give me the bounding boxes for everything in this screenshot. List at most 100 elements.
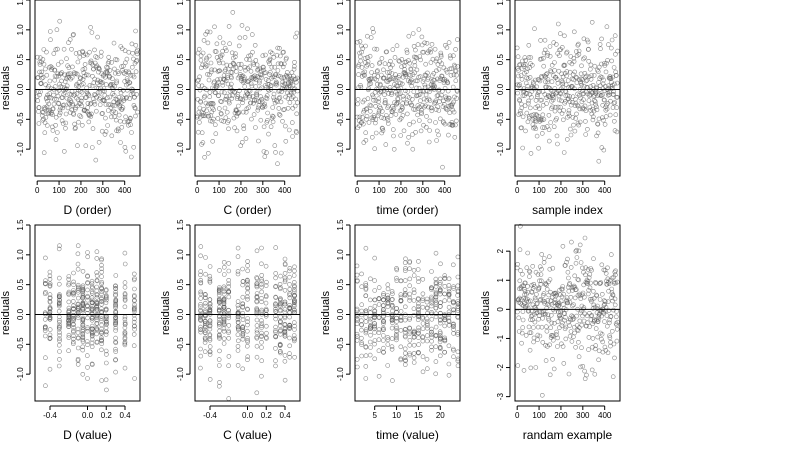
data-point (198, 99, 203, 105)
data-point (284, 70, 290, 75)
data-point (525, 66, 530, 72)
data-point (260, 67, 266, 73)
data-point (233, 51, 238, 57)
data-point (282, 307, 288, 312)
data-point (451, 284, 456, 290)
y-tick-label: -0.5 (176, 337, 185, 351)
data-point (422, 82, 428, 88)
data-point (98, 86, 103, 91)
data-point (235, 324, 241, 330)
data-point (89, 361, 95, 367)
data-point (122, 335, 128, 340)
data-point (388, 58, 393, 64)
data-point (455, 283, 461, 289)
data-point (554, 133, 560, 139)
data-point (517, 278, 523, 284)
data-point (546, 113, 552, 118)
data-point (380, 338, 386, 343)
data-point (75, 326, 81, 332)
data-point (446, 276, 452, 282)
data-point (368, 35, 374, 40)
y-tick-label: 0.5 (16, 54, 25, 66)
data-point (602, 122, 608, 127)
data-point (436, 108, 442, 113)
data-point (571, 316, 577, 321)
data-point (613, 112, 619, 117)
data-point (200, 50, 206, 56)
data-point (259, 97, 264, 102)
data-point (208, 69, 214, 75)
data-point (388, 76, 394, 81)
data-point (103, 377, 109, 383)
data-point (566, 371, 572, 377)
data-point (403, 357, 408, 363)
data-point (226, 289, 232, 295)
data-point (259, 333, 264, 339)
data-point (531, 339, 536, 345)
data-point (124, 82, 129, 88)
data-point (585, 281, 590, 286)
data-point (437, 353, 443, 359)
data-point (407, 60, 413, 66)
data-point (122, 291, 128, 296)
data-point (227, 100, 232, 106)
data-point (429, 344, 434, 350)
data-point (122, 296, 128, 302)
data-point (281, 61, 287, 67)
data-point (567, 299, 573, 305)
data-point (437, 345, 443, 351)
data-point (80, 339, 86, 344)
data-point (245, 357, 250, 363)
data-point (217, 286, 222, 292)
data-point (92, 76, 97, 82)
data-point (526, 268, 532, 274)
data-point (407, 283, 413, 289)
data-point (198, 291, 204, 297)
data-point (229, 50, 235, 56)
data-point (566, 275, 571, 281)
data-point (406, 58, 411, 63)
data-point (85, 310, 90, 316)
data-point (103, 102, 109, 107)
data-point (403, 88, 408, 94)
x-tick-label: 300 (96, 186, 110, 195)
data-point (287, 335, 292, 341)
data-point (49, 67, 54, 72)
data-point (413, 130, 418, 135)
data-point (522, 292, 527, 297)
data-point (359, 284, 365, 290)
data-point (117, 102, 122, 108)
data-point (291, 333, 297, 338)
data-point (196, 109, 202, 115)
data-point (549, 79, 555, 84)
data-point (604, 313, 610, 318)
data-point (207, 336, 213, 342)
data-point (107, 68, 113, 73)
data-point (38, 81, 44, 86)
data-point (355, 101, 360, 107)
data-point (291, 273, 297, 278)
data-point (221, 336, 227, 342)
data-point (589, 111, 595, 117)
data-point (235, 245, 241, 251)
data-point (287, 265, 293, 271)
data-point (46, 83, 51, 89)
data-point (71, 317, 76, 322)
data-point (419, 42, 425, 48)
data-point (109, 133, 115, 139)
data-point (433, 250, 439, 256)
data-point (389, 109, 395, 114)
data-point (381, 291, 386, 296)
data-point (385, 121, 391, 126)
data-point (196, 129, 201, 135)
data-point (407, 317, 412, 322)
data-point (424, 306, 430, 311)
data-point (614, 322, 620, 328)
data-point (564, 73, 569, 79)
data-point (202, 291, 208, 297)
data-point (541, 260, 547, 265)
data-point (217, 304, 222, 310)
data-point (198, 269, 203, 274)
points (354, 26, 460, 170)
data-point (217, 60, 222, 66)
